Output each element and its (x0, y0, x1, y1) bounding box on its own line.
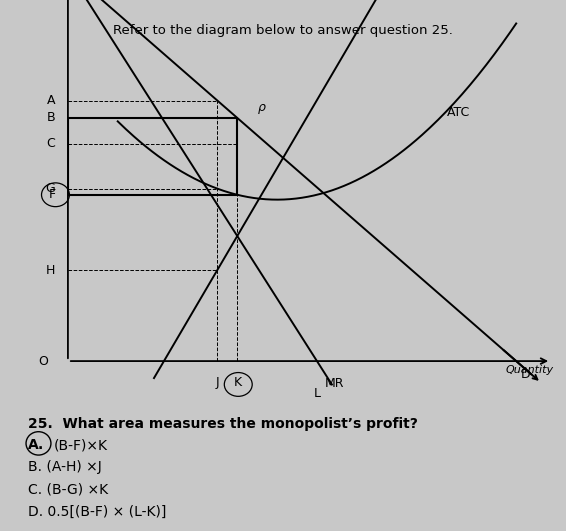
Text: J: J (216, 376, 219, 389)
Text: K: K (234, 376, 242, 389)
Text: 25.  What area measures the monopolist’s profit?: 25. What area measures the monopolist’s … (28, 417, 418, 431)
Text: MR: MR (324, 378, 344, 390)
Text: ATC: ATC (447, 106, 470, 119)
Text: F: F (48, 189, 55, 201)
Text: B. (A-H) ×J: B. (A-H) ×J (28, 460, 102, 474)
Text: A.: A. (28, 438, 45, 452)
Text: D. 0.5[(B-F) × (L-K)]: D. 0.5[(B-F) × (L-K)] (28, 505, 166, 519)
Text: B: B (47, 112, 55, 124)
Text: D: D (521, 367, 531, 381)
Text: (B-F)×K: (B-F)×K (54, 438, 108, 452)
Text: G: G (46, 182, 55, 195)
Text: C. (B-G) ×K: C. (B-G) ×K (28, 483, 109, 496)
Text: ρ: ρ (258, 101, 266, 114)
Text: H: H (46, 263, 55, 277)
Text: C: C (47, 137, 55, 150)
Text: Quantity: Quantity (505, 365, 554, 375)
Text: L: L (314, 387, 320, 399)
Text: Refer to the diagram below to answer question 25.: Refer to the diagram below to answer que… (113, 24, 453, 37)
Text: A: A (47, 94, 55, 107)
Text: O: O (38, 355, 48, 367)
